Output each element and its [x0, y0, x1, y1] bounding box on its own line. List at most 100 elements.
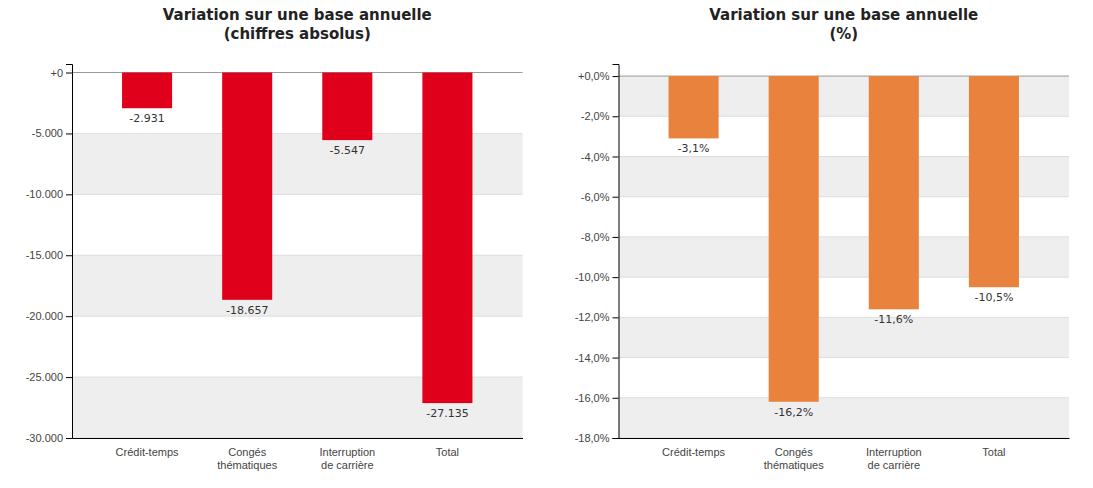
tick-mark [66, 255, 72, 256]
panel: Variation sur une base annuelle(chiffres… [26, 6, 523, 471]
tick-mark [613, 197, 619, 198]
axis-line [619, 438, 1070, 439]
y-axis: +0,0% -2,0% -4,0% -6,0% -8,0% -10,0% -12,0% -14… [575, 65, 619, 445]
tick: -10.000 [26, 188, 72, 200]
data-label: -11,6% [874, 313, 913, 326]
tick: +0,0% [578, 70, 619, 82]
tick-mark [66, 377, 72, 378]
x-axis: Crédit-temps Congésthématiques Interruptio… [619, 439, 1070, 472]
tick-label: Congésthématiques [217, 446, 277, 471]
tick: -8,0% [581, 231, 619, 243]
data-label: -18.657 [226, 304, 268, 317]
plot-area: -3,1% -16,2% -11,6% -10,5% +0,0% -2,0% -4,0% -6… [575, 65, 1070, 472]
tick: Interruptionde carrière [866, 446, 922, 471]
grid-line [619, 317, 1070, 318]
title: Variation sur une base annuelle(%) [709, 6, 978, 43]
tick: Crédit-temps [116, 446, 179, 458]
tick-mark [613, 277, 619, 278]
tick-label: +0,0% [578, 70, 610, 82]
bar [969, 76, 1019, 287]
grid-line [619, 397, 1070, 398]
grid-line [619, 357, 1070, 358]
grid-bands [619, 76, 1070, 438]
tick: Total [982, 446, 1005, 458]
x-axis: Crédit-temps Congésthématiques Interruptio… [73, 439, 524, 472]
tick: Crédit-temps [662, 446, 725, 458]
tick-label: -14,0% [575, 352, 610, 364]
figure: Variation sur une base annuelle(chiffres… [0, 0, 1093, 488]
axis-line [613, 65, 620, 439]
tick-mark [613, 358, 619, 359]
tick: -15.000 [26, 249, 72, 261]
tick-label: Interruptionde carrière [319, 446, 375, 471]
tick: Congésthématiques [764, 446, 824, 471]
tick-mark [613, 317, 619, 318]
tick-label: Interruptionde carrière [866, 446, 922, 471]
title: Variation sur une base annuelle(chiffres… [163, 6, 432, 43]
tick: -5.000 [32, 127, 72, 139]
tick-label: -16,0% [575, 392, 610, 404]
tick-mark [66, 438, 72, 439]
tick-label: Total [982, 446, 1005, 458]
tick: -30.000 [26, 432, 72, 444]
data-label: -10,5% [974, 291, 1013, 304]
data-label: -2.931 [129, 112, 164, 125]
tick-label: -8,0% [581, 231, 610, 243]
tick-label: -10,0% [575, 271, 610, 283]
tick-label: -15.000 [26, 249, 63, 261]
data-label: -27.135 [426, 407, 468, 420]
tick: -25.000 [26, 371, 72, 383]
tick: -4,0% [581, 151, 619, 163]
bars [122, 73, 472, 404]
tick-label: Crédit-temps [116, 446, 179, 458]
axis-line [66, 65, 73, 439]
tick-label: Congésthématiques [764, 446, 824, 471]
axis-line [73, 438, 524, 439]
tick-mark [613, 237, 619, 238]
tick: -18,0% [575, 432, 619, 444]
tick-mark [613, 76, 619, 77]
plot-area: -2.931-18.657-5.547-27.135+0-5.000-10.00… [26, 65, 523, 472]
tick: -10,0% [575, 271, 619, 283]
tick-label: -18,0% [575, 432, 610, 444]
data-label: -16,2% [774, 406, 813, 419]
grid-line [72, 438, 523, 439]
y-axis: +0 -5.000 -10.000 -15.000 -20.000 -25.000 -30.… [26, 65, 73, 445]
tick: -6,0% [581, 191, 619, 203]
bars [669, 76, 1019, 402]
tick: -14,0% [575, 352, 619, 364]
tick: -16,0% [575, 392, 619, 404]
bar [669, 76, 719, 138]
tick: -2,0% [581, 110, 619, 122]
tick-mark [613, 398, 619, 399]
tick-label: -12,0% [575, 311, 610, 323]
tick-label: -6,0% [581, 191, 610, 203]
tick-mark [613, 116, 619, 117]
grid-band [619, 398, 1070, 438]
tick: Total [436, 446, 459, 458]
bar [222, 73, 272, 300]
tick-label: Total [436, 446, 459, 458]
tick-label: Crédit-temps [662, 446, 725, 458]
grid-lines [72, 73, 523, 438]
tick: Congésthématiques [217, 446, 277, 471]
data-label: -3,1% [678, 142, 710, 155]
tick: -12,0% [575, 311, 619, 323]
grid-line [619, 438, 1070, 439]
grid-band [619, 317, 1070, 357]
bar [869, 76, 919, 309]
tick-label: +0 [50, 67, 63, 79]
tick-mark [66, 316, 72, 317]
tick-label: -4,0% [581, 151, 610, 163]
bar [322, 73, 372, 141]
tick-label: -20.000 [26, 310, 63, 322]
tick: -20.000 [26, 310, 72, 322]
bar [769, 76, 819, 402]
tick: Interruptionde carrière [319, 446, 375, 471]
tick-label: -2,0% [581, 110, 610, 122]
bar [422, 73, 472, 404]
tick-mark [66, 194, 72, 195]
tick-label: -10.000 [26, 188, 63, 200]
tick-mark [613, 156, 619, 157]
tick-mark [613, 438, 619, 439]
